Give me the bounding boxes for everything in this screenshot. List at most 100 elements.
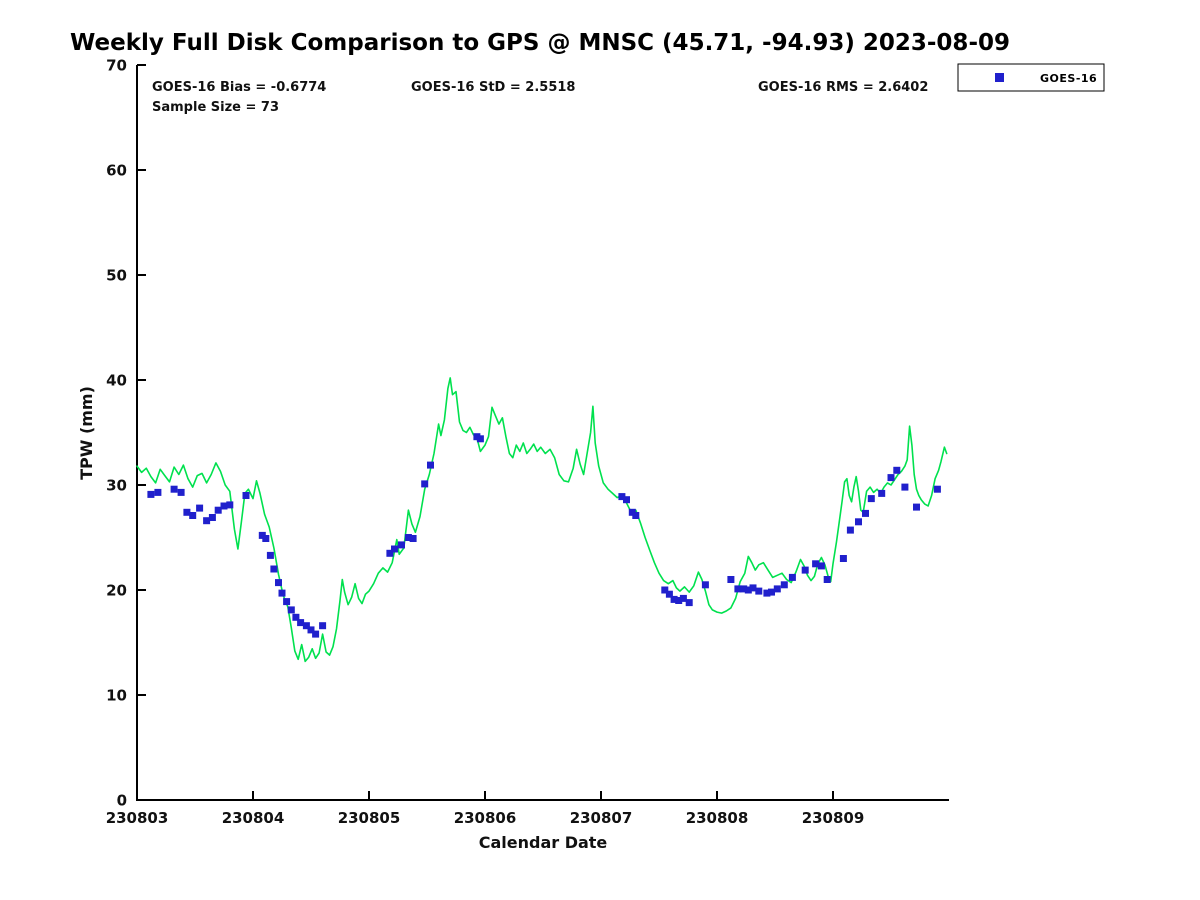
chart-title: Weekly Full Disk Comparison to GPS @ MNS… xyxy=(70,30,1010,56)
y-tick-label: 60 xyxy=(106,162,127,180)
goes16-marker xyxy=(675,597,683,604)
goes16-marker xyxy=(312,630,320,638)
goes16-marker xyxy=(177,488,185,496)
goes16-marker xyxy=(855,518,862,526)
goes16-marker xyxy=(398,541,405,549)
stat-std: GOES-16 StD = 2.5518 xyxy=(411,80,575,95)
goes16-marker xyxy=(386,549,394,557)
goes16-marker xyxy=(226,501,234,509)
goes16-marker xyxy=(887,474,895,482)
goes16-marker xyxy=(196,504,204,512)
goes16-marker xyxy=(170,485,178,493)
goes16-marker xyxy=(744,586,752,594)
axes-spines xyxy=(136,65,949,801)
goes16-marker xyxy=(189,512,197,519)
goes16-marker xyxy=(893,466,901,474)
goes16-marker xyxy=(727,576,735,583)
goes16-marker xyxy=(292,613,300,621)
legend-label-goes16: GOES-16 xyxy=(1040,72,1097,85)
goes16-marker xyxy=(788,573,796,581)
goes16-marker xyxy=(801,566,809,574)
goes16-marker xyxy=(220,502,228,510)
goes16-marker xyxy=(901,483,909,491)
goes16-marker xyxy=(476,435,484,443)
x-tick-label: 230808 xyxy=(686,809,749,827)
gps-line xyxy=(136,377,948,663)
goes16-marker xyxy=(812,560,820,568)
goes16-marker xyxy=(685,599,693,607)
goes16-marker xyxy=(297,619,305,627)
goes16-marker xyxy=(391,545,398,553)
x-tick-label: 230809 xyxy=(802,809,865,827)
x-tick-label: 230804 xyxy=(222,809,285,827)
goes16-marker xyxy=(287,606,295,614)
goes16-marker xyxy=(763,589,771,597)
goes16-marker xyxy=(734,585,742,593)
y-tick-label: 50 xyxy=(106,267,127,285)
chart-layers: 0 10 20 30 40 50 60 70 230803 230804 230805 230806 2… xyxy=(106,57,949,827)
goes16-marker xyxy=(862,509,869,517)
x-axis-label: Calendar Date xyxy=(479,833,608,852)
legend: GOES-16 xyxy=(957,63,1105,92)
goes16-marker xyxy=(154,488,162,496)
stat-sample-size: Sample Size = 73 xyxy=(152,100,279,115)
goes16-marker xyxy=(275,579,282,587)
y-axis-label: TPW (mm) xyxy=(77,386,96,480)
x-tick-label: 230805 xyxy=(338,809,401,827)
goes16-marker xyxy=(409,535,417,542)
goes16-marker xyxy=(270,565,278,573)
goes16-marker xyxy=(203,517,211,525)
goes16-marker xyxy=(740,585,748,593)
goes16-marker xyxy=(817,562,825,570)
goes16-marker xyxy=(768,588,775,596)
x-tick-label: 230803 xyxy=(106,809,169,827)
goes16-marker xyxy=(307,626,315,634)
goes16-marker xyxy=(283,598,291,606)
y-tick-label: 0 xyxy=(117,792,127,810)
goes16-marker xyxy=(404,534,412,541)
y-tick-label: 10 xyxy=(106,687,127,705)
y-tick-label: 40 xyxy=(106,372,127,390)
goes16-marker xyxy=(780,581,788,589)
y-tick-label: 30 xyxy=(106,477,127,495)
goes16-marker xyxy=(679,594,687,602)
goes16-marker xyxy=(242,492,250,499)
goes16-marker xyxy=(262,535,270,542)
goes16-marker xyxy=(913,503,920,511)
goes16-marker xyxy=(421,480,429,488)
goes16-marker xyxy=(878,489,886,497)
goes16-marker xyxy=(618,493,626,501)
goes16-marker xyxy=(623,496,630,504)
y-tick-label: 20 xyxy=(106,582,127,600)
goes16-marker xyxy=(670,595,678,603)
goes16-marker xyxy=(427,461,434,469)
goes16-marker xyxy=(839,555,847,562)
goes16-marker xyxy=(319,622,327,630)
goes16-marker xyxy=(632,512,640,519)
y-tick-label: 70 xyxy=(106,57,127,75)
goes16-marker xyxy=(846,526,854,534)
goes16-marker xyxy=(183,508,191,516)
goes16-marker xyxy=(701,581,709,589)
goes16-marker xyxy=(867,495,875,503)
goes16-marker xyxy=(755,587,763,595)
goes16-marker xyxy=(823,576,831,583)
stat-rms: GOES-16 RMS = 2.6402 xyxy=(758,80,928,95)
x-tick-label: 230806 xyxy=(454,809,517,827)
goes16-marker xyxy=(266,551,274,559)
goes16-marker xyxy=(665,590,673,598)
goes16-marker xyxy=(214,506,222,514)
goes16-marker xyxy=(278,589,286,597)
goes16-marker xyxy=(208,514,216,521)
goes16-marker xyxy=(933,485,941,493)
goes16-marker xyxy=(749,584,757,592)
goes16-marker xyxy=(147,490,155,498)
goes16-marker xyxy=(302,622,310,630)
x-tick-label: 230807 xyxy=(570,809,633,827)
goes16-marker xyxy=(773,585,781,593)
legend-box xyxy=(957,63,1105,92)
stat-bias: GOES-16 Bias = -0.6774 xyxy=(152,80,326,95)
legend-marker-goes16 xyxy=(995,73,1004,82)
goes16-marker xyxy=(661,586,669,594)
